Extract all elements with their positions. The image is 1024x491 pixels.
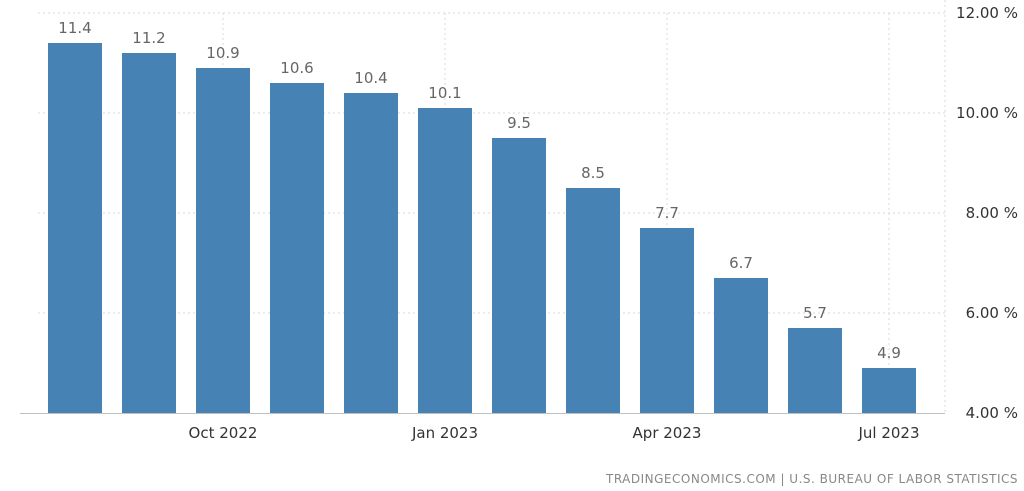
gridlines [20,0,946,414]
bar [47,43,103,413]
bar [121,53,177,413]
x-tick-label: Apr 2023 [633,424,702,442]
bar-value-label: 10.4 [354,69,387,87]
bar [195,68,251,413]
y-tick-label: 6.00 % [966,304,1018,322]
bar-value-label: 8.5 [581,164,605,182]
y-tick-label: 4.00 % [966,404,1018,422]
bar-value-label: 10.9 [206,44,239,62]
bar [639,228,695,413]
bar [713,278,769,413]
bar-value-label: 4.9 [877,344,901,362]
bar [343,93,399,413]
x-tick-label: Jul 2023 [857,424,919,442]
bar-value-label: 10.6 [280,59,313,77]
bar [861,368,917,413]
bar [491,138,547,413]
y-axis-ticks: 4.00 % 6.00 % 8.00 % 10.00 % 12.00 % [956,4,1018,422]
y-tick-label: 8.00 % [966,204,1018,222]
bars [47,43,917,413]
y-tick-label: 12.00 % [956,4,1018,22]
bar [787,328,843,413]
bar [417,108,473,413]
bar-value-label: 5.7 [803,304,827,322]
bar-value-label: 11.2 [132,29,165,47]
bar-value-label: 11.4 [58,19,91,37]
y-tick-label: 10.00 % [956,104,1018,122]
source-credit: TRADINGECONOMICS.COM | U.S. BUREAU OF LA… [605,472,1018,486]
x-tick-label: Oct 2022 [189,424,258,442]
bar-value-label: 10.1 [428,84,461,102]
bar-value-label: 7.7 [655,204,679,222]
bar [565,188,621,413]
bar-value-labels: 11.4 11.2 10.9 10.6 10.4 10.1 9.5 8.5 7.7 6.7 5.7 4… [58,19,901,362]
bar [269,83,325,413]
x-tick-label: Jan 2023 [411,424,478,442]
bar-value-label: 6.7 [729,254,753,272]
bar-value-label: 9.5 [507,114,531,132]
x-axis-ticks: Oct 2022 Jan 2023 Apr 2023 Jul 2023 [189,424,920,442]
